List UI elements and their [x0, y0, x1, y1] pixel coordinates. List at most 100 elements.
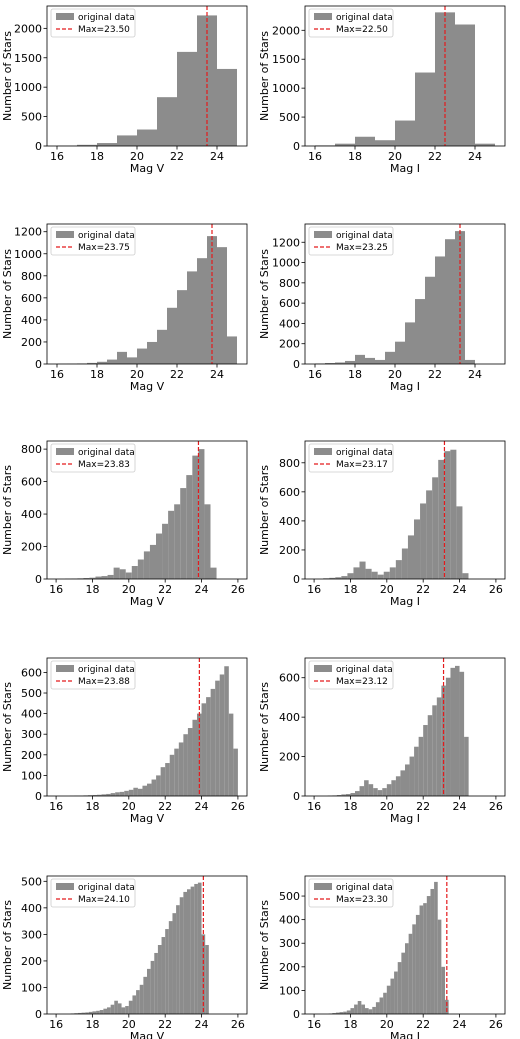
x-tick-label: 24 — [195, 1018, 209, 1031]
histogram-bar — [137, 788, 143, 796]
histogram-bar — [407, 535, 414, 579]
histogram-bar — [110, 793, 116, 796]
x-tick-label: 18 — [90, 368, 104, 381]
y-tick-label: 600 — [279, 297, 300, 310]
histogram-bar — [192, 455, 199, 579]
histogram-bar — [426, 896, 431, 1014]
histogram-bar — [329, 577, 336, 579]
y-tick-label: 1500 — [14, 52, 42, 65]
x-axis-label: Mag I — [390, 595, 420, 608]
y-tick-label: 200 — [21, 541, 42, 554]
histogram-bar — [128, 1000, 133, 1014]
histogram-bar — [125, 1006, 129, 1014]
y-tick-label: 0 — [35, 790, 42, 803]
histogram-bar — [168, 510, 175, 579]
histogram-bar — [441, 966, 445, 1014]
x-tick-label: 26 — [489, 800, 503, 813]
histogram-bar — [372, 1006, 376, 1014]
histogram-bar — [177, 51, 197, 146]
chart-panel-1: 16 18 20 22 24 0 500 1000 1500 2000 Mag V Number of… — [1, 5, 248, 175]
histogram-bar — [355, 354, 365, 364]
histogram-bar — [157, 97, 177, 146]
y-tick-label: 1000 — [272, 82, 300, 95]
legend-label-line: Max=23.12 — [336, 677, 388, 687]
legend-label-line: Max=23.17 — [336, 460, 388, 470]
histogram-bar — [187, 889, 191, 1014]
histogram-bar — [445, 239, 455, 364]
x-tick-label: 20 — [122, 583, 136, 596]
chart-panel-2: 16 18 20 22 24 0 500 1000 1500 2000 Mag I Number of… — [258, 5, 506, 175]
histogram-bar — [345, 794, 351, 796]
histogram-bar — [450, 667, 455, 796]
legend: original data Max=23.25 — [308, 226, 394, 256]
legend: original data Max=23.88 — [50, 660, 136, 690]
y-tick-label: 400 — [279, 914, 300, 927]
histogram-bar — [174, 504, 181, 579]
histogram-bar — [150, 960, 155, 1014]
plot-frame — [304, 657, 506, 797]
histogram-bar — [176, 905, 180, 1014]
histogram-bar — [365, 357, 375, 364]
histogram-bar — [115, 792, 120, 796]
histogram-bar — [445, 677, 451, 796]
histogram-bar — [224, 666, 229, 796]
histogram-bar — [117, 1003, 122, 1014]
histogram-bar — [375, 1002, 380, 1014]
histogram-bar — [415, 72, 435, 146]
y-tick-label: 300 — [21, 928, 42, 941]
histogram-bar — [325, 362, 335, 364]
plot-frame — [304, 440, 506, 580]
histogram-bar — [426, 490, 433, 579]
histogram-bar — [174, 748, 179, 796]
y-axis-label: Number of Stars — [1, 249, 14, 339]
histogram-bar — [201, 703, 207, 796]
histogram-bar — [197, 258, 207, 364]
x-tick-label: 20 — [122, 800, 136, 813]
histogram-bar — [119, 791, 125, 796]
histogram-bar — [92, 794, 97, 796]
histogram-bar — [83, 578, 90, 579]
histogram-bar — [187, 271, 197, 364]
histogram-bar — [464, 736, 469, 796]
histogram-bar — [119, 569, 126, 579]
x-tick-label: 24 — [210, 368, 224, 381]
x-tick-label: 20 — [380, 1018, 394, 1031]
histogram-bar — [368, 784, 374, 796]
histogram-bar — [77, 144, 97, 146]
histogram-bar — [409, 756, 415, 796]
histogram-bar — [147, 341, 157, 364]
histogram-bar — [444, 451, 451, 579]
y-axis-label: Number of Stars — [1, 465, 14, 555]
histogram-bar — [361, 1004, 365, 1014]
histogram-bar — [87, 362, 97, 364]
legend-label-hist: original data — [336, 448, 393, 458]
histogram-bar — [419, 905, 424, 1014]
histogram-bar — [395, 341, 405, 364]
histogram-bar — [382, 788, 387, 796]
legend-swatch-hist — [314, 448, 332, 455]
histogram-bar — [432, 705, 437, 796]
x-tick-label: 26 — [231, 583, 245, 596]
histogram-bar — [350, 1008, 355, 1014]
legend-label-hist: original data — [336, 665, 393, 675]
x-axis-label: Mag I — [390, 380, 420, 393]
legend-label-hist: original data — [78, 448, 135, 458]
y-tick-label: 0 — [293, 1008, 300, 1021]
x-tick-label: 16 — [307, 800, 321, 813]
histogram-bar — [438, 459, 445, 579]
histogram-bar — [373, 788, 378, 796]
y-tick-label: 200 — [279, 751, 300, 764]
histogram-bar — [355, 136, 375, 146]
histogram-bar — [455, 665, 460, 796]
legend-label-hist: original data — [78, 231, 135, 241]
histogram-bar — [437, 919, 442, 1014]
x-tick-label: 20 — [380, 800, 394, 813]
y-tick-label: 500 — [21, 687, 42, 700]
y-tick-label: 500 — [21, 875, 42, 888]
histogram-bar — [365, 1008, 369, 1014]
histogram-bar — [359, 561, 366, 579]
y-tick-label: 1500 — [272, 53, 300, 66]
y-axis-label: Number of Stars — [258, 900, 271, 990]
histogram-bar — [172, 913, 177, 1014]
